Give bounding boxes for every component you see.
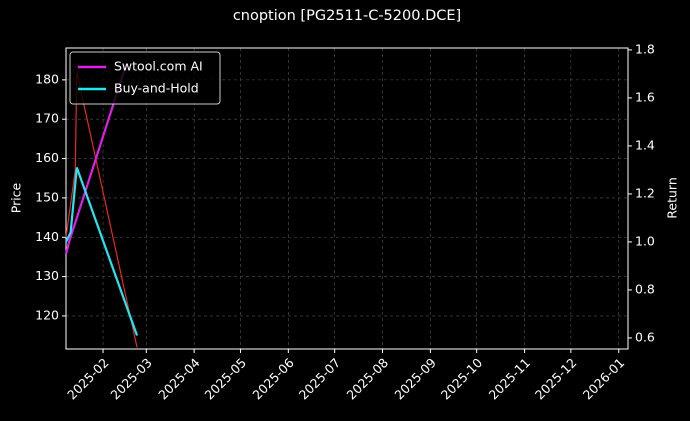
y2-tick-label: 0.8: [635, 281, 655, 296]
legend-label: Buy-and-Hold: [114, 81, 199, 96]
x-tick-label: 2025-05: [202, 355, 250, 403]
series-line: [65, 167, 139, 336]
y-tick-label: 130: [35, 268, 59, 283]
series-line: [64, 63, 128, 255]
x-tick-label: 2025-12: [532, 355, 580, 403]
x-tick-label: 2025-07: [296, 355, 344, 403]
x-tick-label: 2025-09: [391, 355, 439, 403]
x-tick-label: 2025-08: [344, 355, 392, 403]
series-line: [65, 71, 138, 348]
y-tick-label: 170: [35, 111, 59, 126]
chart-title: cnoption [PG2511-C-5200.DCE]: [233, 8, 461, 24]
y-tick-label: 160: [35, 150, 59, 165]
y-tick-label: 120: [35, 307, 59, 322]
y-tick-label: 180: [35, 71, 59, 86]
legend-box: [69, 51, 221, 105]
y2-axis-label: Return: [665, 177, 680, 218]
y-axis-label: Price: [9, 182, 24, 213]
x-tick-label: 2025-10: [438, 355, 486, 403]
y2-tick-label: 1.0: [635, 233, 655, 248]
x-tick-label: 2025-11: [486, 355, 534, 403]
x-tick-label: 2025-04: [155, 355, 203, 403]
y-tick-label: 150: [35, 189, 59, 204]
x-tick-label: 2026-01: [580, 355, 628, 403]
y2-tick-label: 0.6: [635, 329, 655, 344]
y-tick-label: 140: [35, 229, 59, 244]
y2-tick-label: 1.4: [635, 137, 655, 152]
x-tick-label: 2025-06: [249, 355, 297, 403]
y2-tick-label: 1.6: [635, 89, 655, 104]
plot-frame: [65, 47, 629, 350]
x-tick-label: 2025-03: [107, 355, 155, 403]
x-tick-label: 2025-02: [64, 355, 112, 403]
y2-tick-label: 1.8: [635, 41, 655, 56]
y2-tick-label: 1.2: [635, 185, 655, 200]
legend-label: Swtool.com AI: [114, 59, 203, 74]
